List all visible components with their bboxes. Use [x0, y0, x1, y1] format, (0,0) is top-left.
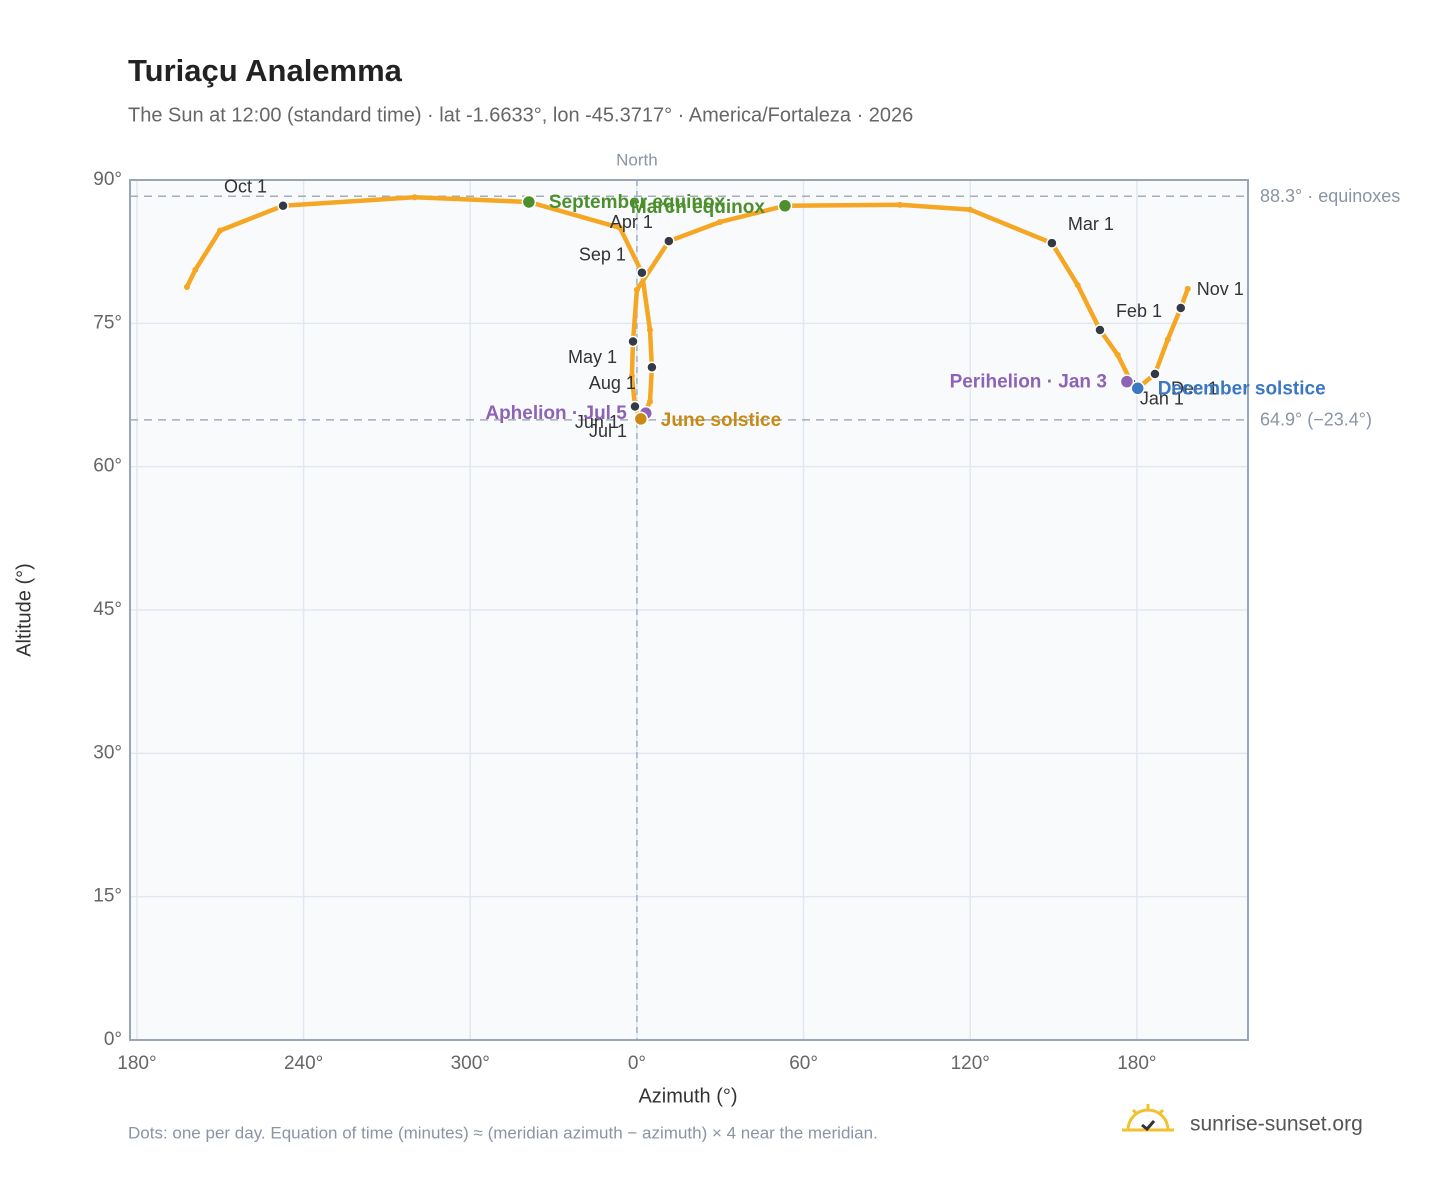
month-label: Jan 1	[1140, 388, 1184, 408]
chart-title: Turiaçu Analemma	[128, 53, 403, 88]
event-label: Perihelion · Jan 3	[950, 372, 1107, 393]
month-label: Dec 1	[1171, 379, 1218, 399]
month-marker	[1175, 302, 1187, 314]
y-tick-label: 30°	[93, 742, 122, 763]
day-dot	[896, 201, 903, 208]
reference-label: 88.3° · equinoxes	[1260, 186, 1400, 206]
x-axis-label: Azimuth (°)	[638, 1085, 737, 1107]
month-marker	[627, 335, 639, 348]
event-marker	[1119, 374, 1135, 389]
y-axis-label: Altitude (°)	[13, 563, 35, 657]
x-tick-label: 180°	[117, 1053, 156, 1074]
month-label: May 1	[568, 347, 617, 367]
month-marker	[1149, 368, 1161, 380]
month-label: Jun 1	[575, 412, 619, 432]
x-tick-label: 120°	[951, 1053, 990, 1074]
month-marker	[277, 200, 289, 212]
chart-subtitle: The Sun at 12:00 (standard time) · lat -…	[128, 104, 913, 126]
event-label: Aphelion · Jul 5	[485, 403, 627, 424]
month-label: Oct 1	[224, 177, 267, 197]
day-dot	[633, 286, 640, 293]
month-label: Feb 1	[1116, 301, 1162, 321]
y-tick-label: 75°	[93, 312, 122, 333]
month-label: Mar 1	[1068, 214, 1114, 234]
y-tick-label: 15°	[93, 886, 122, 907]
event-label: December solstice	[1158, 378, 1326, 399]
event-label: June solstice	[661, 410, 781, 431]
month-marker	[629, 400, 641, 413]
footnote: Dots: one per day. Equation of time (min…	[128, 1123, 878, 1142]
month-marker	[663, 235, 675, 247]
day-dot	[1164, 336, 1171, 343]
day-dot	[411, 194, 418, 201]
day-dot	[616, 224, 623, 231]
event-marker	[521, 194, 537, 210]
x-tick-label: 60°	[789, 1053, 818, 1074]
x-tick-label: 0°	[628, 1053, 646, 1074]
day-dot	[716, 219, 723, 226]
month-label: Sep 1	[579, 244, 626, 264]
brand: sunrise-sunset.org	[1190, 1113, 1363, 1136]
y-tick-label: 0°	[104, 1029, 122, 1050]
month-label: Jul 1	[589, 421, 627, 441]
day-dot	[183, 284, 190, 291]
month-marker	[1094, 324, 1106, 336]
x-tick-label: 240°	[284, 1053, 323, 1074]
event-label: September equinox	[549, 192, 726, 213]
day-dot	[192, 266, 199, 273]
plot-border	[129, 179, 1249, 1041]
event-marker	[1130, 381, 1145, 396]
x-tick-label: 300°	[451, 1053, 490, 1074]
y-tick-label: 60°	[93, 456, 122, 477]
month-marker	[646, 361, 658, 374]
x-tick-label: 180°	[1117, 1053, 1156, 1074]
month-label: Apr 1	[610, 212, 653, 232]
day-dot	[1114, 351, 1121, 358]
day-dot	[1074, 282, 1081, 289]
month-label: Nov 1	[1197, 279, 1244, 299]
event-marker	[633, 411, 649, 427]
brand-logo	[1122, 1104, 1174, 1132]
event-label: March equinox	[631, 197, 766, 218]
day-dot	[966, 206, 973, 213]
north-label: North	[616, 150, 658, 169]
day-dot	[628, 372, 635, 379]
month-label: Aug 1	[589, 373, 636, 393]
y-tick-label: 45°	[93, 599, 122, 620]
day-dot	[216, 227, 223, 234]
month-marker	[1046, 237, 1058, 249]
day-dot	[1184, 285, 1191, 292]
month-marker	[636, 266, 648, 279]
event-marker	[777, 198, 793, 214]
y-tick-label: 90°	[93, 169, 122, 190]
day-dot	[646, 398, 653, 405]
reference-label: 64.9° (−23.4°)	[1260, 410, 1372, 430]
day-dot	[646, 327, 653, 334]
